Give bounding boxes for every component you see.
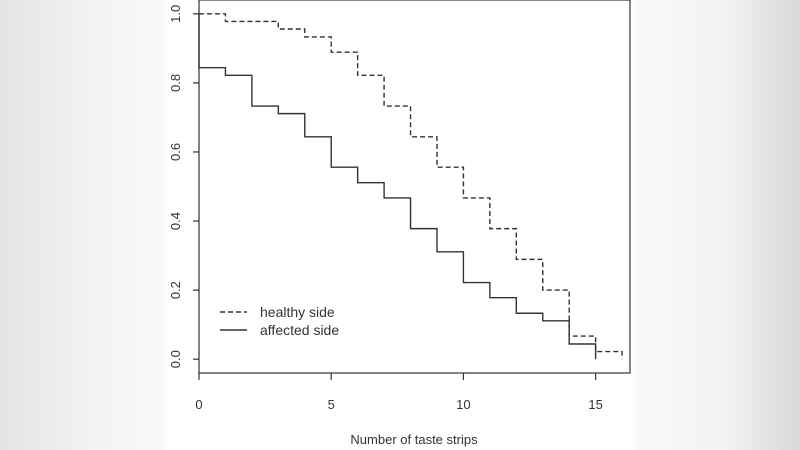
background-right bbox=[633, 0, 800, 450]
legend: healthy side affected side bbox=[220, 304, 339, 338]
y-axis: 0.0 0.2 0.4 0.6 0.8 1.0 bbox=[168, 5, 199, 368]
x-tick-label: 15 bbox=[588, 397, 602, 412]
background-left bbox=[0, 0, 167, 450]
y-tick-label: 0.8 bbox=[168, 74, 183, 92]
plot-frame bbox=[198, 0, 631, 374]
x-axis: 0 5 10 15 bbox=[195, 373, 603, 412]
x-tick-label: 10 bbox=[456, 397, 470, 412]
x-tick-label: 5 bbox=[328, 397, 335, 412]
x-axis-title: Number of taste strips bbox=[350, 432, 478, 447]
y-tick-label: 0.0 bbox=[168, 350, 183, 368]
legend-label: healthy side bbox=[260, 304, 335, 320]
series-line-affected-side bbox=[198, 13, 597, 360]
series-line-healthy-side bbox=[199, 13, 623, 360]
legend-label: affected side bbox=[260, 322, 339, 338]
y-tick-label: 1.0 bbox=[168, 5, 183, 23]
y-tick-label: 0.2 bbox=[168, 281, 183, 299]
y-tick-label: 0.6 bbox=[168, 143, 183, 161]
x-tick-label: 0 bbox=[195, 397, 202, 412]
y-tick-label: 0.4 bbox=[168, 212, 183, 230]
series-lines bbox=[198, 13, 623, 360]
